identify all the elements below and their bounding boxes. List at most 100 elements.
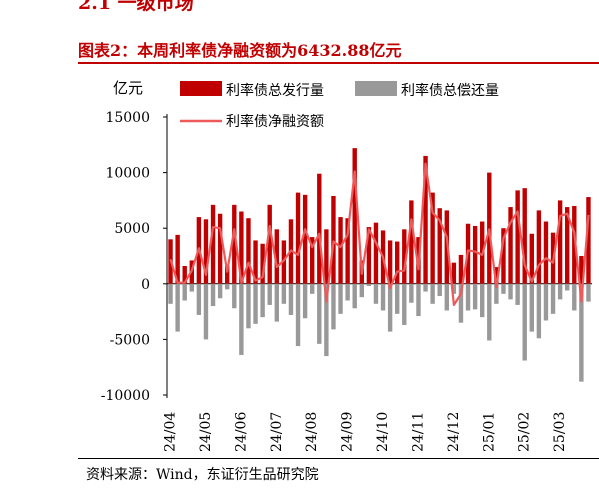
repay-bar: [182, 283, 187, 301]
issue-bar: [494, 267, 499, 284]
issue-bar: [458, 254, 464, 284]
plot-axes: [166, 114, 592, 398]
source-divider: [78, 458, 599, 459]
issue-bar: [302, 194, 308, 284]
issue-bar: [338, 217, 343, 284]
x-tick-label: 25/02: [517, 412, 533, 452]
issue-bar: [387, 240, 393, 284]
issue-bar: [529, 233, 534, 284]
x-tick-label: 24/11: [410, 412, 426, 452]
issue-bar: [217, 213, 223, 284]
repay-bar: [225, 283, 230, 290]
issue-bar: [508, 207, 513, 284]
issue-bar: [402, 229, 407, 284]
repay-bar: [515, 283, 520, 305]
x-tick-label: 24/07: [269, 412, 285, 452]
y-tick-label: 15000: [105, 110, 150, 126]
issue-bar: [345, 218, 350, 284]
repay-bar: [196, 283, 202, 315]
repay-bar: [274, 283, 279, 322]
repay-bar: [487, 283, 492, 341]
repay-bar: [536, 283, 542, 339]
legend-net-label: 利率债净融资额: [226, 113, 324, 130]
repay-bar: [345, 283, 350, 301]
repay-bar: [387, 283, 393, 332]
legend-issue-label: 利率债总发行量: [226, 82, 324, 99]
issue-bar: [175, 234, 180, 284]
repay-bar: [395, 283, 400, 314]
repay-bar: [373, 283, 379, 304]
repay-bar: [210, 283, 216, 307]
repay-bar: [310, 283, 315, 294]
title-divider: [78, 62, 599, 64]
issue-bar: [295, 192, 301, 284]
source-note: 资料来源：Wind，东证衍生品研究院: [86, 467, 319, 483]
repay-bar: [246, 283, 251, 329]
issue-bar: [324, 229, 329, 284]
issue-bars: [168, 148, 591, 284]
repay-bar: [295, 283, 301, 347]
legend-repay-swatch: [355, 81, 397, 96]
repay-bar: [458, 283, 464, 323]
issue-bar: [331, 195, 336, 284]
issue-bar: [310, 237, 315, 284]
repay-bar: [189, 283, 194, 292]
issue-bar: [586, 197, 591, 284]
issue-bar: [253, 240, 258, 284]
repay-bar: [359, 283, 364, 298]
issue-bar: [543, 221, 549, 284]
x-tick-label: 24/08: [304, 412, 320, 452]
issue-bar: [203, 219, 209, 284]
issue-bar: [451, 262, 457, 284]
y-tick-label: -10000: [101, 388, 150, 404]
issue-bar: [409, 200, 414, 284]
repay-bar: [253, 283, 258, 324]
y-ticks: 15000 10000 5000 0 -5000 -10000 亿元: [101, 79, 167, 404]
issue-bar: [182, 266, 187, 284]
repay-bar: [317, 283, 322, 344]
issue-bar: [317, 173, 322, 284]
repay-bar: [402, 283, 407, 325]
section-heading: 2.1 一级市场: [78, 0, 194, 14]
repay-bar: [416, 283, 421, 317]
issue-bar: [366, 227, 372, 284]
repay-bars: [168, 283, 591, 382]
issue-bar: [565, 207, 570, 284]
figure-title: 图表2：本周利率债净融资额为6432.88亿元: [78, 41, 402, 60]
net-line-group: [169, 162, 590, 306]
repay-bar: [579, 283, 584, 382]
repay-bar: [366, 283, 372, 287]
repay-bar: [203, 283, 209, 340]
x-tick-label: 25/03: [552, 412, 568, 452]
repay-bar: [444, 283, 449, 311]
issue-bar: [557, 200, 563, 284]
issue-bar: [423, 155, 428, 284]
issue-bar: [536, 210, 542, 284]
repay-bar: [380, 283, 386, 311]
y-tick-label: 5000: [114, 221, 150, 237]
repay-bar: [338, 283, 343, 314]
repay-bar: [267, 283, 272, 305]
repay-bar: [586, 283, 591, 302]
legend-issue-swatch: [180, 81, 222, 96]
repay-bar: [409, 283, 414, 303]
repay-bar: [572, 283, 577, 311]
repay-bar: [352, 283, 357, 309]
repay-bar: [302, 283, 308, 319]
y-tick-label: -5000: [110, 332, 150, 348]
repay-bar: [437, 283, 442, 297]
issue-bar: [572, 205, 577, 284]
x-tick-label: 24/10: [375, 412, 391, 452]
repay-bar: [472, 283, 478, 310]
issue-bar: [267, 204, 272, 284]
net-line: [169, 162, 590, 306]
issue-bar: [274, 229, 279, 284]
issue-bar: [352, 148, 357, 284]
issue-bar: [501, 228, 506, 284]
repay-bar: [565, 283, 570, 291]
repay-bar: [232, 283, 237, 309]
issue-bar: [225, 266, 230, 284]
repay-bar: [480, 283, 485, 318]
